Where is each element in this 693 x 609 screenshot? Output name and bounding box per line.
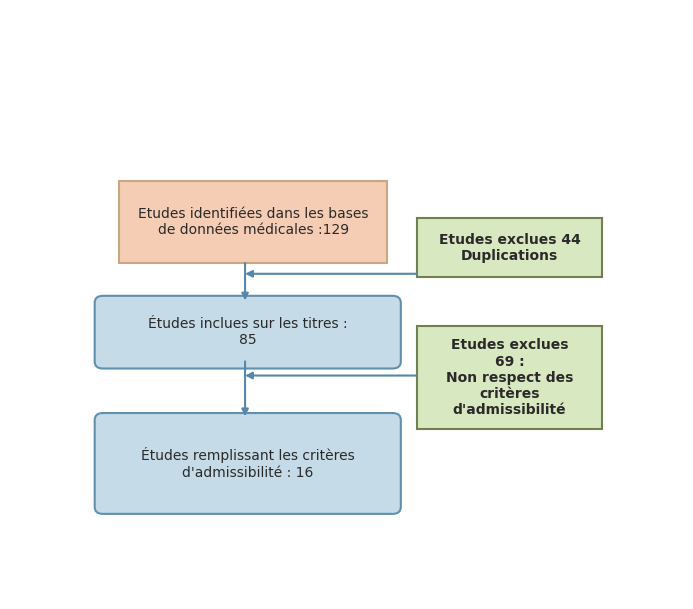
FancyBboxPatch shape — [417, 219, 602, 277]
Text: Etudes exclues 44
Duplications: Etudes exclues 44 Duplications — [439, 233, 581, 263]
Text: Études inclues sur les titres :
85: Études inclues sur les titres : 85 — [148, 317, 348, 347]
FancyBboxPatch shape — [95, 413, 401, 514]
Text: Etudes exclues
69 :
Non respect des
critères
d'admissibilité: Etudes exclues 69 : Non respect des crit… — [446, 339, 573, 417]
Text: Etudes identifiées dans les bases
de données médicales :129: Etudes identifiées dans les bases de don… — [138, 207, 369, 237]
FancyBboxPatch shape — [417, 326, 602, 429]
FancyBboxPatch shape — [119, 181, 387, 263]
FancyBboxPatch shape — [95, 296, 401, 368]
Text: Études remplissant les critères
d'admissibilité : 16: Études remplissant les critères d'admiss… — [141, 448, 355, 479]
